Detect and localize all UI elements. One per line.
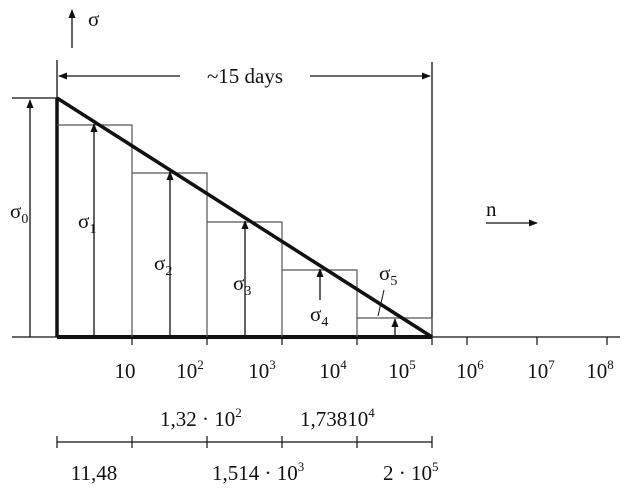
- tick-label-4: 104: [319, 357, 347, 383]
- log-ticks: [131, 337, 608, 345]
- step-block-5: [357, 317, 433, 337]
- tick-label-2: 102: [176, 357, 204, 383]
- sigma3-label: σ3: [233, 271, 251, 299]
- tick-label-7: 107: [527, 357, 555, 383]
- step-block-3: [207, 221, 283, 337]
- sigma1-label: σ1: [78, 209, 96, 237]
- sigma-axis-label: σ: [88, 7, 99, 31]
- sigma2-label: σ2: [154, 251, 172, 279]
- sigma5-label: σ5: [379, 261, 397, 289]
- sigma0-label: σ0: [10, 199, 28, 227]
- tick-label-5: 105: [388, 357, 416, 383]
- boundary-value-1: 1,32 · 102: [160, 405, 242, 431]
- tick-label-1: 10: [115, 359, 136, 383]
- step-block-4: [282, 269, 358, 337]
- cumulative-value-1: 11,48: [71, 461, 117, 485]
- cumulative-value-2: 1,514 · 103: [212, 459, 304, 485]
- step-block-1: [57, 124, 133, 337]
- boundary-value-2: 1,738104: [300, 405, 375, 431]
- step-block-2: [132, 172, 208, 337]
- tick-label-8: 108: [586, 357, 614, 383]
- tick-label-3: 103: [248, 357, 276, 383]
- cumulative-value-3: 2 · 105: [383, 459, 439, 485]
- n-axis-label: n: [486, 197, 497, 221]
- tick-label-6: 106: [456, 357, 484, 383]
- step-blocks: [57, 124, 433, 337]
- sigma5-leader: [377, 289, 385, 317]
- linear-decay-line: [56, 96, 433, 339]
- duration-label: ~15 days: [207, 64, 283, 88]
- sigma4-label: σ4: [310, 302, 328, 330]
